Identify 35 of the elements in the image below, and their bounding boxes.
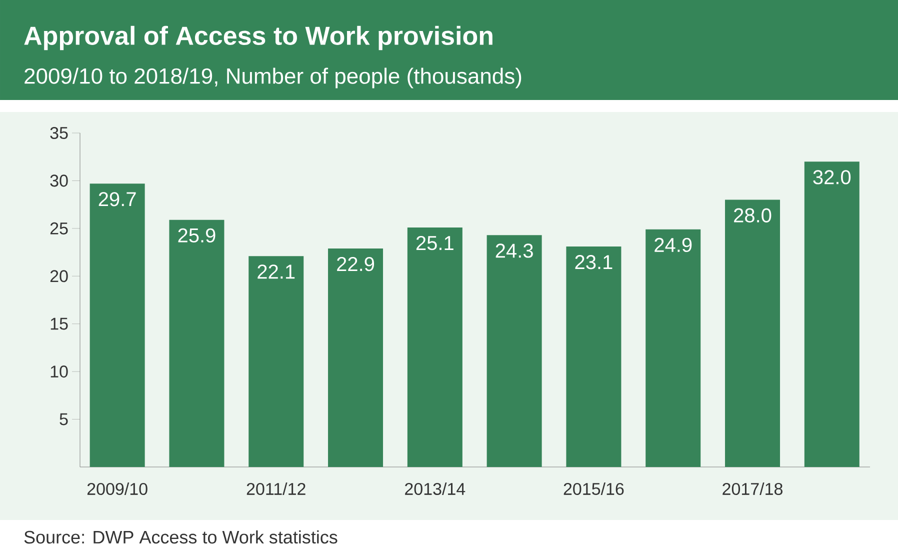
data-label: 22.9: [337, 256, 374, 272]
y-tick-label: 30: [50, 174, 68, 187]
source-note: Source: DWP Access to Work statistics: [24, 530, 338, 544]
data-label: 25.1: [416, 236, 454, 250]
data-label: 24.3: [496, 244, 533, 258]
data-label: 22.1: [258, 264, 295, 279]
y-tick-label: 10: [50, 366, 68, 378]
bar: [328, 248, 384, 467]
y-tick-label: 20: [50, 270, 68, 282]
y-tick-label: 25: [50, 222, 68, 234]
x-tick-label: 2009/10: [87, 482, 148, 495]
chart-subtitle: 2009/10 to 2018/19, Number of people (thousands): [24, 68, 522, 88]
data-label: 25.9: [178, 228, 216, 243]
data-label: 32.0: [813, 170, 851, 184]
bar: [486, 235, 542, 467]
x-tick-label: 2011/12: [246, 482, 306, 495]
data-label: 28.0: [734, 208, 772, 222]
data-label: 23.1: [575, 255, 612, 270]
data-label: 24.9: [654, 238, 692, 252]
bar: [248, 256, 304, 467]
bar: [90, 184, 145, 467]
chart-title: Approval of Access to Work provision: [24, 26, 492, 50]
x-tick-label: 2017/18: [722, 482, 782, 495]
y-tick-label: 15: [50, 318, 68, 330]
bar: [169, 220, 224, 467]
y-tick-label: 35: [50, 126, 68, 140]
x-tick-label: 2013/14: [405, 482, 466, 495]
bar: [566, 246, 622, 467]
data-label: 29.7: [98, 192, 136, 206]
x-tick-label: 2015/16: [564, 482, 624, 495]
bar: [407, 227, 462, 467]
bar: [725, 200, 780, 467]
bar: [646, 229, 701, 467]
y-tick-label: 5: [60, 413, 68, 426]
bar: [804, 162, 860, 467]
